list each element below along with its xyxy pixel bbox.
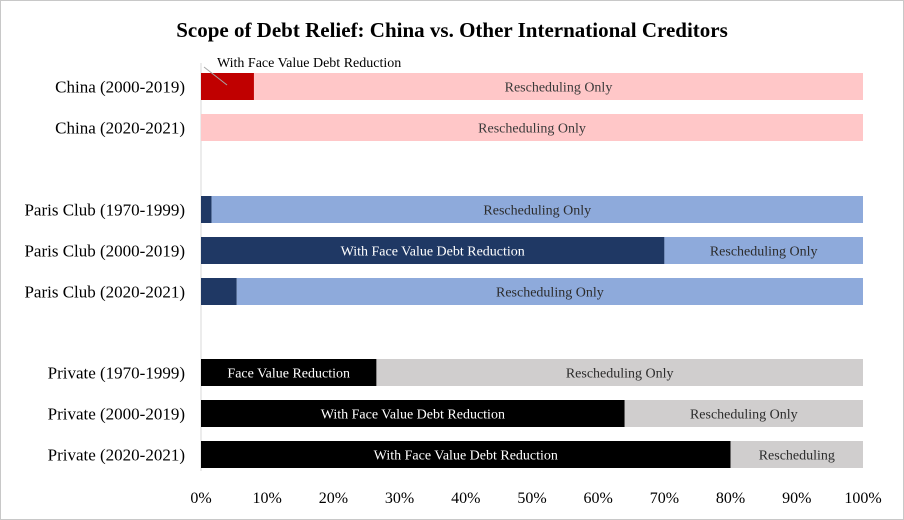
bar-row: Private (2000-2019) With Face Value Debt …: [48, 400, 863, 427]
bar-segment: [211, 196, 864, 223]
bar-row: Private (2020-2021) With Face Value Debt …: [48, 441, 863, 468]
bar-segment: [201, 196, 212, 223]
bar-row: Paris Club (2000-2019) With Face Value De…: [24, 237, 863, 264]
category-label: Private (2000-2019): [48, 405, 185, 424]
bar-segment: [201, 73, 254, 100]
bar-segment: [201, 441, 731, 468]
x-tick-label: 80%: [716, 490, 745, 507]
segment-label: Rescheduling Only: [483, 204, 591, 219]
bar-segment: [201, 278, 237, 305]
category-label: Private (1970-1999): [48, 364, 185, 383]
chart-title: Scope of Debt Relief: China vs. Other In…: [176, 18, 728, 42]
bar-segment: [201, 237, 665, 264]
x-tick-label: 60%: [584, 490, 613, 507]
bar-row: China (2000-2019) Rescheduling Only With F…: [55, 56, 863, 100]
bar-row: China (2020-2021) Rescheduling Only: [55, 114, 863, 141]
segment-label: Rescheduling Only: [496, 286, 604, 301]
bar-segment: [624, 400, 863, 427]
x-axis: 0% 10% 20% 30% 40% 50% 60% 70% 80% 90% 100%: [190, 490, 881, 507]
category-label: China (2000-2019): [55, 78, 185, 97]
segment-label: Rescheduling Only: [690, 408, 798, 423]
category-label: Private (2020-2021): [48, 446, 185, 465]
bar-row: Paris Club (2020-2021) Rescheduling Only: [24, 278, 864, 305]
bar-row: Private (1970-1999) Face Value Reduction R…: [48, 359, 863, 386]
callout-leader-line: [203, 66, 228, 86]
segment-label: Rescheduling Only: [478, 122, 586, 137]
segment-label: Rescheduling Only: [566, 367, 674, 382]
callout-label: With Face Value Debt Reduction: [217, 56, 401, 71]
bar-segment: [376, 359, 863, 386]
segment-label: Face Value Reduction: [227, 367, 350, 382]
x-tick-label: 70%: [650, 490, 679, 507]
bar-segment: [730, 441, 863, 468]
category-label: Paris Club (2020-2021): [24, 283, 185, 302]
bar-row: Paris Club (1970-1999) Rescheduling Only: [24, 196, 864, 223]
x-tick-label: 20%: [319, 490, 348, 507]
x-tick-label: 90%: [782, 490, 811, 507]
category-label: China (2020-2021): [55, 119, 185, 138]
bar-segment: [664, 237, 863, 264]
category-label: Paris Club (1970-1999): [24, 201, 185, 220]
x-tick-label: 30%: [385, 490, 414, 507]
segment-label: With Face Value Debt Reduction: [374, 449, 558, 464]
x-tick-label: 10%: [253, 490, 282, 507]
segment-label: Rescheduling: [759, 449, 835, 464]
x-tick-label: 100%: [844, 490, 881, 507]
segment-label: With Face Value Debt Reduction: [321, 408, 505, 423]
x-tick-label: 50%: [517, 490, 546, 507]
x-tick-label: 40%: [451, 490, 480, 507]
bar-segment: [201, 359, 377, 386]
bar-segment: [253, 73, 863, 100]
plot-area: China (2000-2019) Rescheduling Only With F…: [24, 56, 864, 471]
x-tick-label: 0%: [190, 490, 211, 507]
bar-segment: [201, 400, 625, 427]
category-label: Paris Club (2000-2019): [24, 242, 185, 261]
segment-label: Rescheduling Only: [710, 245, 818, 260]
bar-segment: [201, 114, 863, 141]
bar-segment: [236, 278, 864, 305]
segment-label: With Face Value Debt Reduction: [341, 245, 525, 260]
segment-label: Rescheduling Only: [505, 81, 613, 96]
